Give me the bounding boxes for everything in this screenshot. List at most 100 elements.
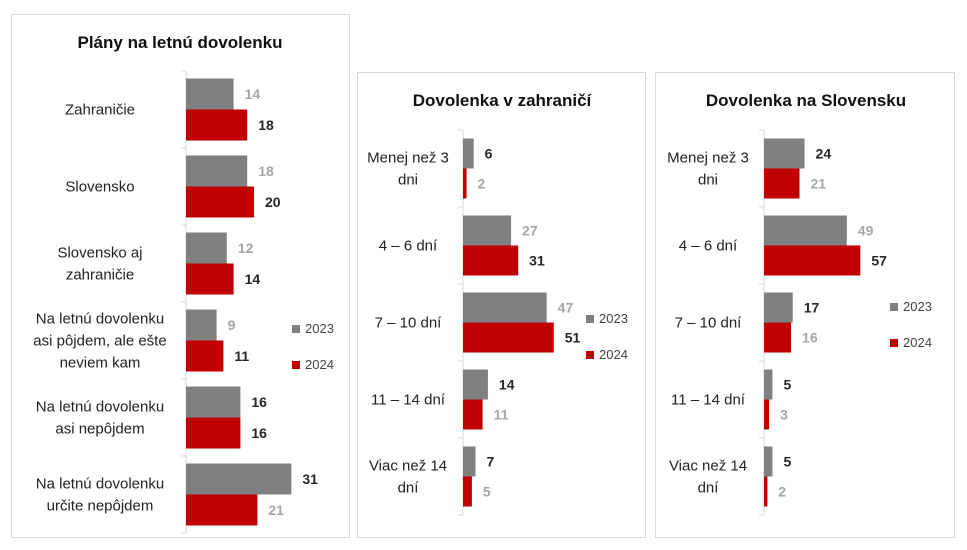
bar-2023-1: [764, 215, 847, 246]
bar-2023-0: [186, 78, 234, 110]
category-label-line: Viac než 14: [669, 458, 747, 475]
category-label-line: asi nepôjdem: [55, 421, 144, 438]
bar-2024-5: [186, 494, 258, 526]
bar-2024-4: [764, 476, 768, 507]
data-label: 14: [499, 377, 515, 393]
category-label: Menej než 3 dni: [367, 150, 449, 189]
data-label: 31: [302, 471, 318, 487]
legend-swatch-2023: [586, 315, 594, 323]
chart-panel-slovakia: Dovolenka na Slovensku Menej než 3 dni 24 2 1…: [655, 72, 955, 538]
category-label: Viac než 14 dní: [669, 458, 747, 497]
chart-vacation-slovakia: Dovolenka na Slovensku Menej než 3 dni 24 2 1…: [667, 91, 932, 516]
category-label: 4 – 6 dní: [379, 238, 438, 255]
data-label: 51: [565, 330, 581, 346]
category-label-line: 7 – 10 dní: [675, 315, 743, 332]
category-label-line: dní: [698, 480, 720, 497]
category-label-line: 11 – 14 dní: [671, 392, 746, 409]
bar-2023-0: [463, 138, 474, 169]
data-label: 57: [871, 253, 887, 269]
category-label-line: Slovensko aj: [57, 245, 142, 262]
category-label-line: Menej než 3: [667, 150, 749, 167]
category-label: Slovensko aj zahraničie: [57, 245, 142, 284]
bar-2023-2: [764, 292, 793, 323]
category-label: Na letnú dovolenku asi nepôjdem: [36, 399, 164, 438]
category-label: 7 – 10 dní: [375, 315, 443, 332]
legend-label: 2024: [903, 335, 932, 350]
data-label: 31: [529, 253, 545, 269]
legend-label: 2024: [599, 347, 628, 362]
category-label-line: Na letnú dovolenku: [36, 399, 164, 416]
data-label: 5: [483, 484, 491, 500]
data-label: 18: [258, 163, 274, 179]
bar-2023-3: [764, 369, 773, 400]
chart-title: Dovolenka v zahraničí: [413, 91, 593, 110]
data-label: 11: [494, 407, 509, 423]
category-label-line: 4 – 6 dní: [379, 238, 438, 255]
data-label: 24: [816, 146, 832, 162]
data-label: 7: [486, 454, 494, 470]
legend-label: 2023: [599, 311, 628, 326]
data-label: 5: [783, 454, 791, 470]
legend-swatch-2024: [586, 351, 594, 359]
category-label-line: dni: [398, 172, 418, 189]
category-label: Slovensko: [65, 179, 134, 196]
bar-2023-4: [186, 386, 241, 418]
data-label: 9: [228, 317, 236, 333]
bar-2024-1: [463, 245, 519, 276]
category-label: 4 – 6 dní: [679, 238, 738, 255]
bar-2024-2: [186, 263, 234, 295]
bar-2024-3: [186, 340, 224, 372]
legend-swatch-2023: [292, 325, 300, 333]
category-label-line: Zahraničie: [65, 102, 135, 119]
category-label: 11 – 14 dní: [671, 392, 746, 409]
category-label-line: 11 – 14 dní: [371, 392, 446, 409]
data-label: 11: [234, 348, 249, 364]
category-label-line: Slovensko: [65, 179, 134, 196]
data-label: 3: [780, 407, 788, 423]
data-label: 17: [804, 300, 820, 316]
data-label: 47: [558, 300, 574, 316]
bar-2023-2: [186, 232, 227, 264]
category-label-line: Menej než 3: [367, 150, 449, 167]
chart-vacation-abroad: Dovolenka v zahraničí Menej než 3 dni 6 2 4 –…: [367, 91, 628, 516]
bar-2024-0: [764, 168, 800, 199]
chart-title: Dovolenka na Slovensku: [706, 91, 906, 110]
category-label-line: Na letnú dovolenku: [36, 476, 164, 493]
category-label: 11 – 14 dní: [371, 392, 446, 409]
bar-2023-2: [463, 292, 547, 323]
bar-2023-1: [463, 215, 512, 246]
bar-2023-4: [463, 446, 476, 477]
bar-2024-4: [186, 417, 241, 449]
bar-2024-0: [186, 109, 248, 141]
category-label-line: 7 – 10 dní: [375, 315, 443, 332]
category-label-line: určite nepôjdem: [47, 498, 154, 515]
legend-label: 2024: [305, 357, 334, 372]
legend-swatch-2024: [292, 361, 300, 369]
bar-2024-2: [764, 322, 792, 353]
data-label: 14: [245, 271, 261, 287]
legend-swatch-2024: [890, 339, 898, 347]
data-label: 16: [251, 425, 267, 441]
data-label: 27: [522, 223, 538, 239]
legend-label: 2023: [903, 299, 932, 314]
category-label: Viac než 14 dní: [369, 458, 447, 497]
category-label-line: asi pôjdem, ale ešte: [33, 333, 166, 350]
bar-2023-4: [764, 446, 773, 477]
legend-label: 2023: [305, 321, 334, 336]
category-label-line: Viac než 14: [369, 458, 447, 475]
data-label: 20: [265, 194, 281, 210]
data-label: 16: [251, 394, 267, 410]
data-label: 12: [238, 240, 254, 256]
bar-2024-2: [463, 322, 554, 353]
data-label: 18: [258, 117, 274, 133]
category-label: 7 – 10 dní: [675, 315, 743, 332]
bar-2023-5: [186, 463, 292, 495]
category-label: Menej než 3 dni: [667, 150, 749, 189]
bar-2023-0: [764, 138, 805, 169]
data-label: 2: [478, 176, 486, 192]
data-label: 2: [778, 484, 786, 500]
bar-2024-1: [764, 245, 861, 276]
chart-panel-abroad: Dovolenka v zahraničí Menej než 3 dni 6 2 4 –…: [357, 72, 646, 538]
bar-2023-3: [186, 309, 217, 341]
chart-title: Plány na letnú dovolenku: [78, 33, 283, 52]
